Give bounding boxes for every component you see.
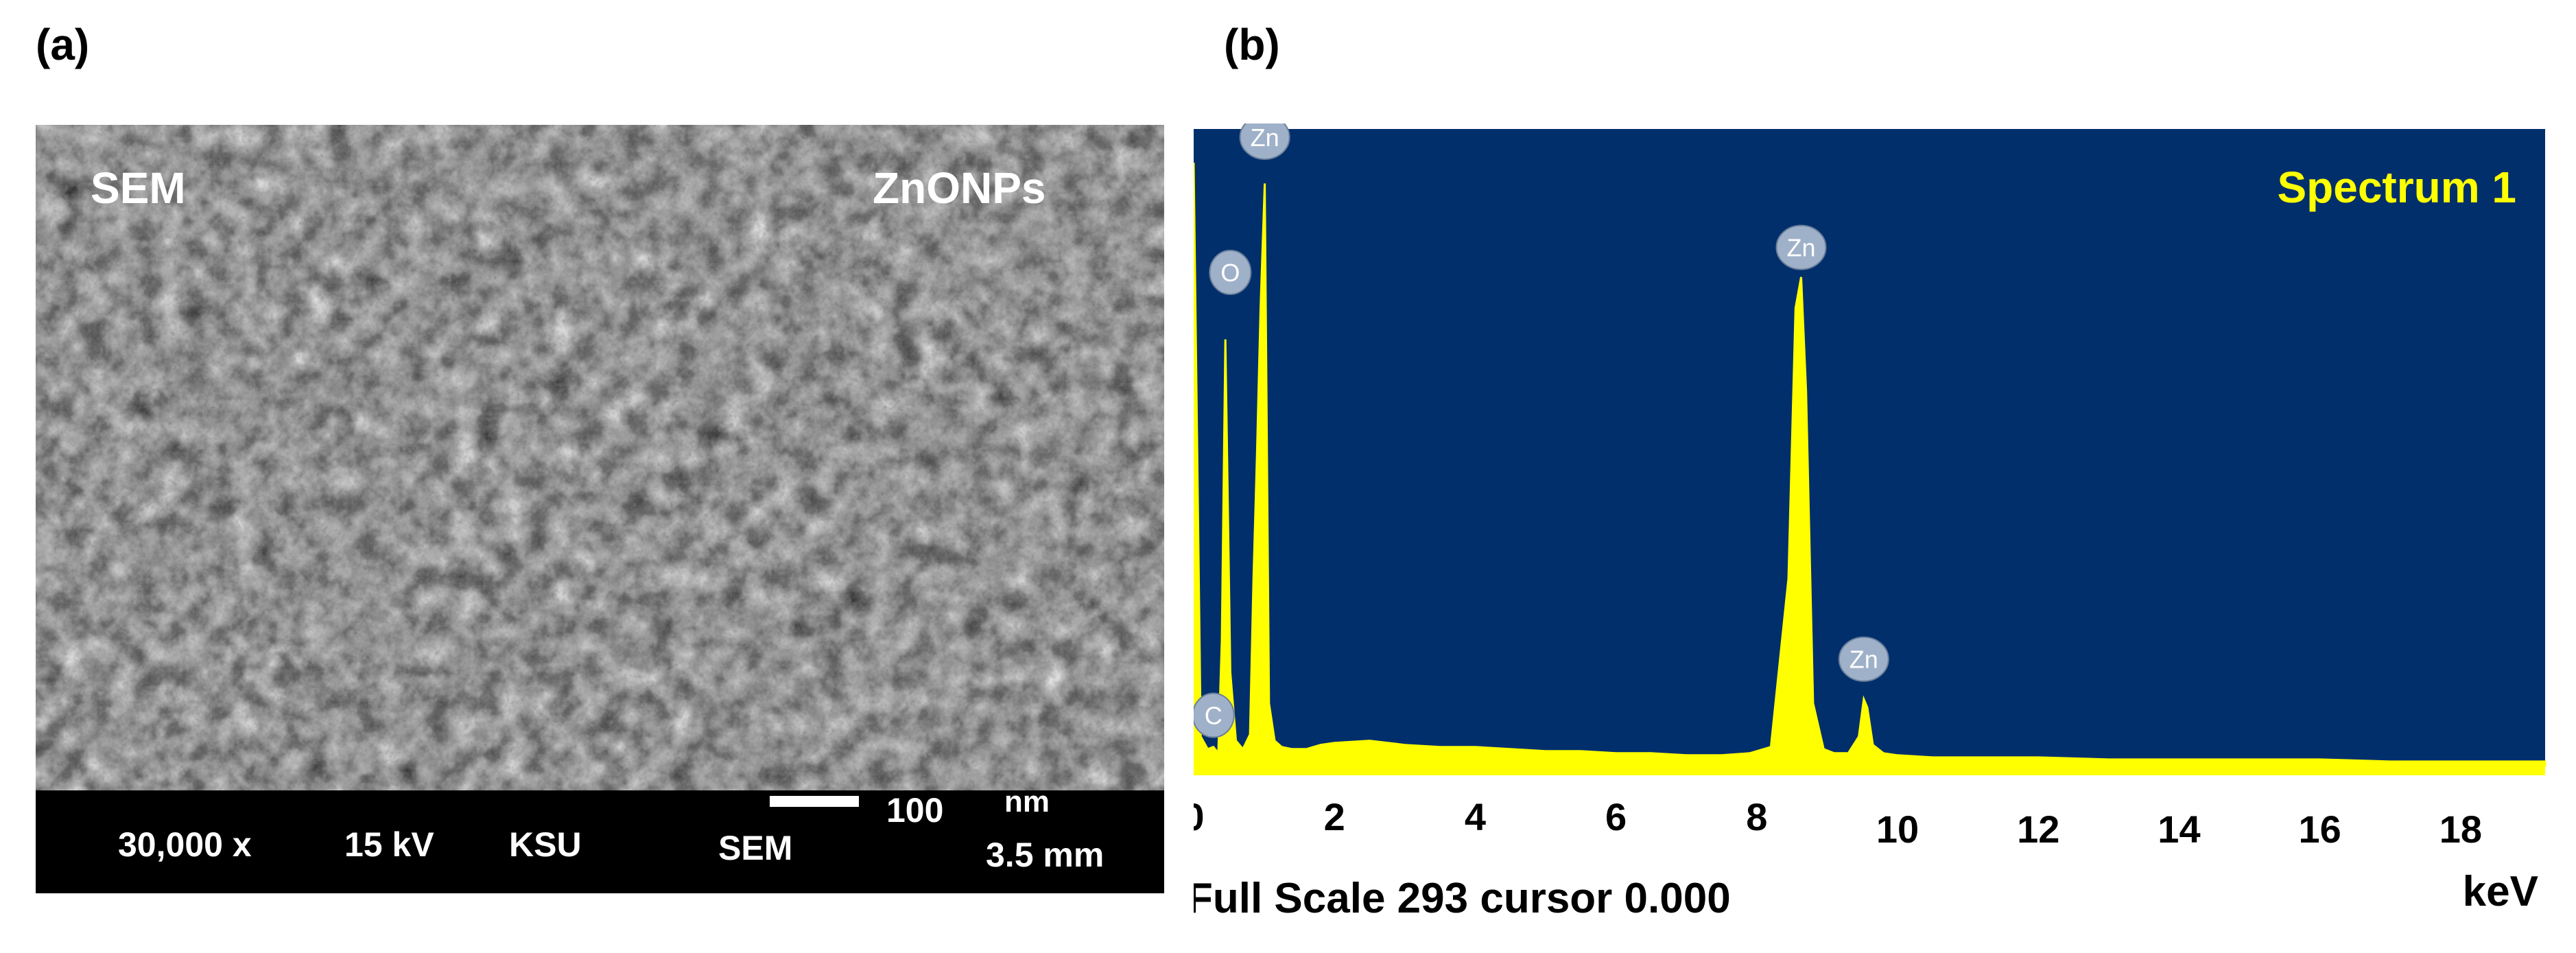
x-tick-label: 12 <box>2017 808 2059 851</box>
x-tick-label: 16 <box>2299 808 2341 851</box>
x-tick-label: 4 <box>1465 795 1486 838</box>
eds-spectrum-trace <box>1194 163 2547 767</box>
x-tick-label: 6 <box>1605 795 1627 838</box>
detector-text: SEM <box>718 829 793 867</box>
peak-label-bubble <box>1194 692 1235 738</box>
panel-label-a: (a) <box>36 20 90 69</box>
peak-label-text: C <box>1205 702 1222 730</box>
sem-micrograph-panel: SEM ZnONPs 30,000 x 15 kV KSU SEM 100 nm… <box>36 125 1164 893</box>
peak-label-o: O <box>1209 249 1252 295</box>
peak-label-text: Zn <box>1786 234 1815 262</box>
peak-label-bubble <box>1838 636 1889 682</box>
scale-unit-text: nm <box>1004 785 1050 819</box>
x-tick-label: 18 <box>2439 808 2482 851</box>
magnification-text: 30,000 x <box>118 825 252 864</box>
scale-value-text: 100 <box>886 791 944 830</box>
eds-baseline <box>1194 766 2545 775</box>
peak-label-bubble <box>1775 224 1827 270</box>
panel-label-b: (b) <box>1224 20 1280 69</box>
peak-label-c: C <box>1194 692 1235 738</box>
peak-label-text: Zn <box>1251 123 1279 152</box>
scale-bar <box>770 796 859 807</box>
eds-spectrum-chart: C O Zn Zn Zn Spectrum 1 0 2 4 6 8 10 12 14 16 18 Full… <box>1194 123 2547 922</box>
x-tick-label: 14 <box>2158 808 2200 851</box>
x-tick-label: 10 <box>1876 808 1919 851</box>
x-tick-label: 0 <box>1194 795 1205 838</box>
peak-label-bubble <box>1239 123 1290 160</box>
x-axis-unit-label: keV <box>2463 868 2538 915</box>
peak-label-text: Zn <box>1850 646 1878 674</box>
sem-mode-label: SEM <box>91 163 186 213</box>
sem-info-bar: 30,000 x 15 kV KSU SEM 100 nm 3.5 mm <box>36 785 1164 893</box>
institution-text: KSU <box>509 825 582 864</box>
x-tick-label: 8 <box>1746 795 1767 838</box>
sample-name-label: ZnONPs <box>873 163 1046 213</box>
working-distance-text: 3.5 mm <box>986 836 1104 874</box>
sem-micrograph-image <box>36 125 1164 790</box>
peak-label-zn: Zn <box>1775 224 1827 270</box>
x-tick-label: 2 <box>1324 795 1345 838</box>
eds-trace-group <box>1194 163 2547 767</box>
voltage-text: 15 kV <box>344 825 434 864</box>
peak-label-text: O <box>1220 259 1240 287</box>
peak-label-zn: Zn <box>1838 636 1889 682</box>
peak-labels-group: C O Zn Zn Zn <box>1194 123 1889 738</box>
peak-label-zn: Zn <box>1239 123 1290 160</box>
eds-footer-text: Full Scale 293 cursor 0.000 <box>1194 875 1731 922</box>
x-tick-labels: 0 2 4 6 8 10 12 14 16 18 <box>1194 795 2482 851</box>
spectrum-title: Spectrum 1 <box>2277 163 2516 212</box>
peak-label-bubble <box>1209 249 1252 295</box>
